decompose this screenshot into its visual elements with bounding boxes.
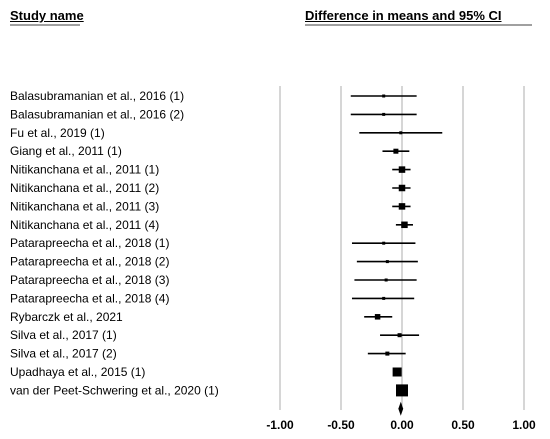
study-label: Silva et al., 2017 (1) [10,328,117,342]
effect-marker [385,260,389,264]
effect-marker [382,112,386,116]
study-label: Upadhaya et al., 2015 (1) [10,365,145,379]
x-tick-label: 0.50 [451,418,475,432]
x-tick-label: -0.50 [327,418,355,432]
study-label: Balasubramanian et al., 2016 (2) [10,107,184,121]
study-label: Nitikanchana et al., 2011 (4) [10,218,159,232]
effect-marker [382,94,386,98]
effect-marker [401,221,408,229]
effect-marker [392,367,402,377]
study-name-header: Study name [10,8,84,23]
study-label: Fu et al., 2019 (1) [10,126,105,140]
study-label: Patarapreecha et al., 2018 (1) [10,236,169,250]
study-label: Rybarczk et al., 2021 [10,310,123,324]
study-label: Patarapreecha et al., 2018 (4) [10,291,169,305]
study-label: Nitikanchana et al., 2011 (1) [10,163,159,177]
x-tick-label: -1.00 [266,418,294,432]
effect-marker [396,384,408,397]
effect-marker [393,148,399,154]
effect-marker [374,314,381,320]
effect-marker [382,241,386,245]
study-label: Giang et al., 2011 (1) [10,144,122,158]
study-label: Patarapreecha et al., 2018 (3) [10,273,169,287]
study-label: Nitikanchana et al., 2011 (3) [10,199,159,213]
x-tick-label: 1.00 [512,418,536,432]
effect-marker [384,278,388,282]
effect-marker [382,296,386,300]
effect-marker [398,203,406,210]
effect-marker [399,131,403,135]
study-label: Silva et al., 2017 (2) [10,347,117,361]
effect-marker [398,184,406,192]
effect-marker [398,166,406,173]
x-tick-label: 0.00 [390,418,414,432]
effect-marker [397,333,402,338]
study-label: Balasubramanian et al., 2016 (1) [10,89,184,103]
summary-diamond [398,401,404,416]
study-label: Patarapreecha et al., 2018 (2) [10,255,169,269]
effect-marker [385,351,390,356]
study-label: Nitikanchana et al., 2011 (2) [10,181,159,195]
study-label: van der Peet-Schwering et al., 2020 (1) [10,383,219,397]
effect-size-header: Difference in means and 95% CI [305,8,502,23]
